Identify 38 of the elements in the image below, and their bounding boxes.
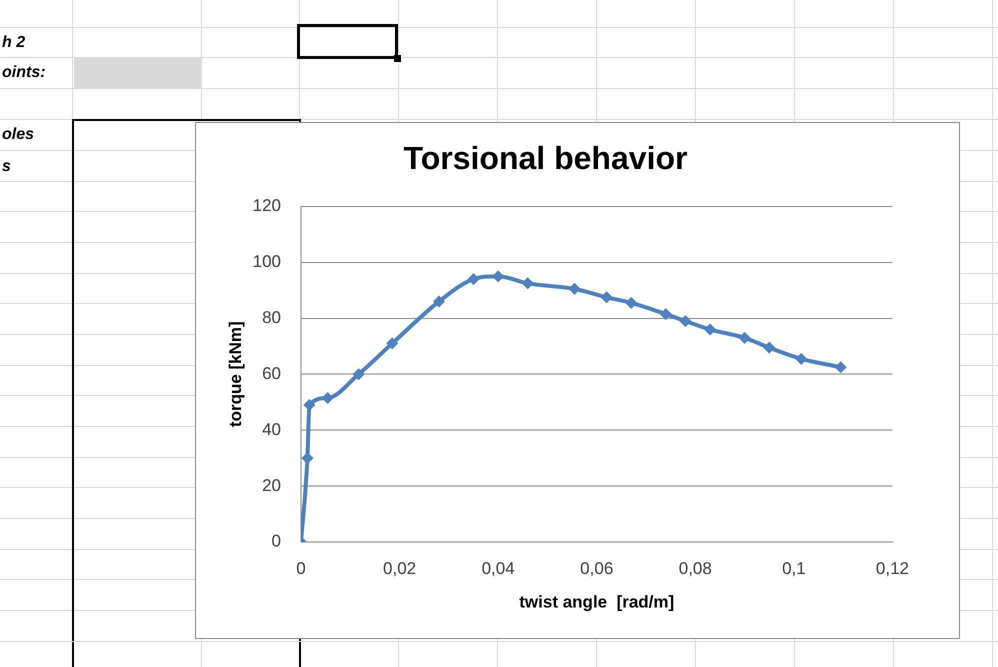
point [625, 296, 638, 309]
text: oles [2, 126, 34, 144]
point [738, 332, 751, 344]
point [468, 273, 480, 286]
x-tick-label: 0,06 [580, 558, 614, 578]
point [303, 398, 316, 411]
text: s [2, 158, 11, 176]
point [352, 368, 365, 380]
text: oints: [2, 64, 46, 82]
chart-title: Torsional behavior [404, 140, 688, 176]
point [795, 352, 808, 365]
x-tick-label: 0,02 [383, 558, 416, 578]
x-tick-label: 0,08 [678, 558, 712, 578]
x-tick-label: 0,1 [782, 558, 806, 578]
point [763, 342, 776, 354]
point [386, 337, 398, 350]
y-tick-label: 0 [272, 532, 281, 551]
y-tick-label: 100 [252, 252, 281, 272]
point [433, 295, 446, 308]
point [679, 315, 692, 328]
text: h 2 [2, 34, 26, 52]
x-tick-label: 0 [296, 558, 306, 578]
y-axis-title: torque [kNm] [226, 321, 245, 428]
x-axis-title: twist angle [rad/m] [519, 592, 674, 612]
point [704, 323, 716, 336]
x-tick-label: 0,04 [482, 558, 515, 578]
point [322, 392, 334, 404]
point [660, 308, 672, 320]
y-tick-label: 20 [262, 476, 281, 495]
point [568, 282, 581, 295]
y-tick-label: 60 [262, 364, 281, 383]
point [600, 291, 613, 304]
point [522, 277, 534, 290]
point [834, 361, 847, 374]
y-tick-label: 120 [252, 196, 281, 216]
y-tick-label: 40 [262, 420, 281, 439]
x-tick-label: 0,12 [876, 558, 910, 578]
y-tick-label: 80 [262, 308, 281, 327]
